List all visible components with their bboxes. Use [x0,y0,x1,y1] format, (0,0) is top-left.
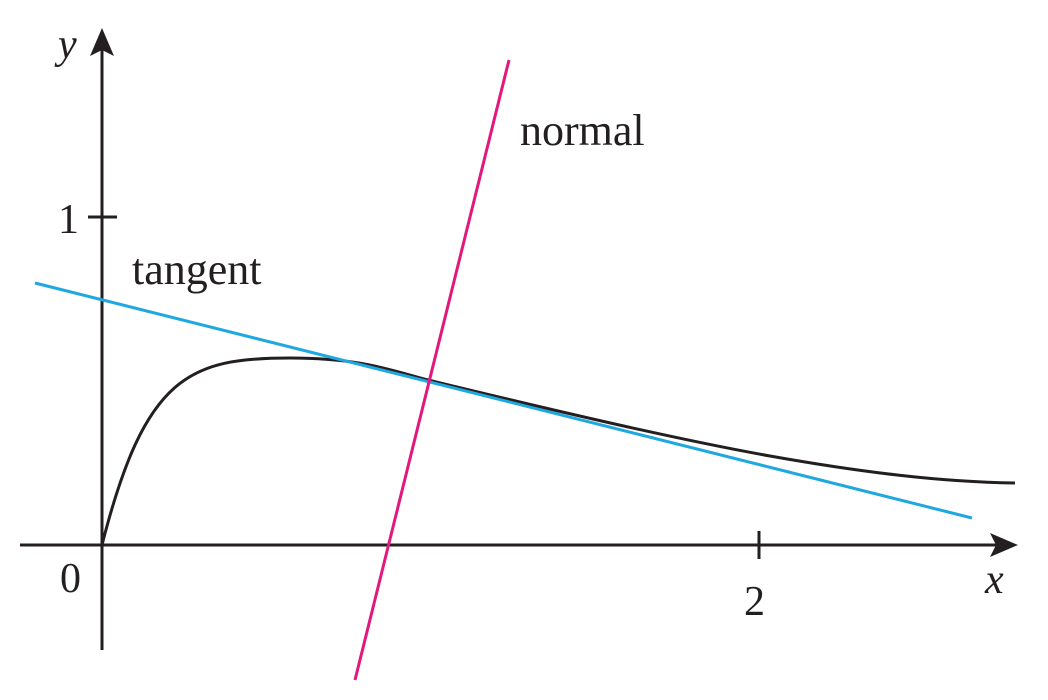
normal-line [353,59,511,681]
x-axis-arrowhead [990,533,1018,557]
function-curve [100,356,1016,546]
tangent-label: tangent [132,245,262,294]
x-axis-label: x [984,557,1004,603]
origin-label: 0 [60,556,81,602]
normal-label: normal [520,106,645,155]
y-tick-label: 1 [58,197,79,243]
y-axis-arrowhead [90,28,114,56]
x-tick-label: 2 [744,579,765,625]
tangent-line [34,281,973,520]
y-axis-label: y [54,22,77,68]
